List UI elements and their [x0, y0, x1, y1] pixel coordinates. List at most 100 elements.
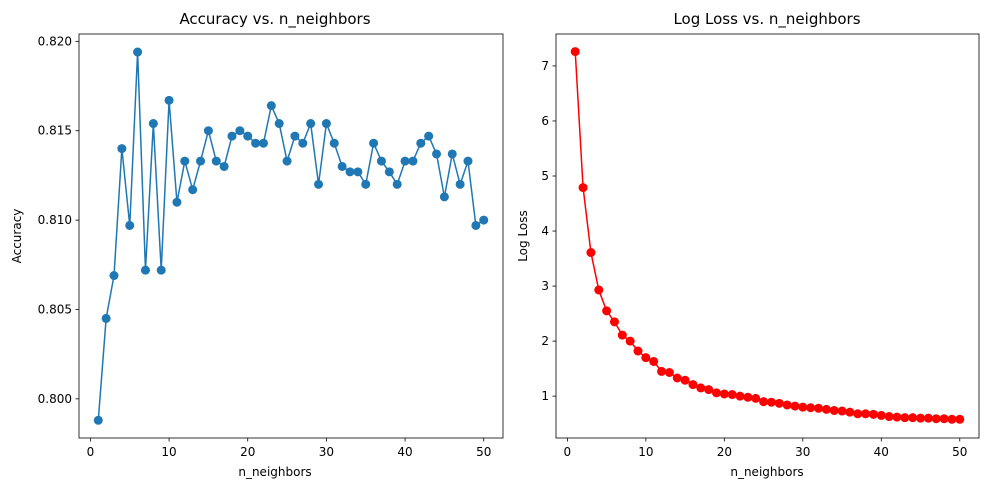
accuracy-data-point — [274, 119, 284, 129]
log-loss-data-point — [829, 405, 839, 415]
log-loss-ticks: 0 10 20 30 40 50 1 2 3 4 5 6 7 — [541, 59, 967, 459]
log-loss-data-point — [939, 414, 949, 424]
accuracy-y-tick-label: 0.810 — [38, 213, 72, 227]
accuracy-data-point — [392, 179, 402, 189]
log-loss-plot-area — [570, 47, 965, 424]
accuracy-data-point — [101, 313, 111, 323]
accuracy-data-point — [416, 138, 426, 148]
accuracy-x-axis-label: n_neighbors — [238, 465, 311, 479]
accuracy-data-point — [251, 138, 261, 148]
log-loss-data-point — [806, 403, 816, 413]
log-loss-x-tick-label: 0 — [564, 445, 572, 459]
accuracy-data-point — [290, 131, 300, 141]
accuracy-data-point — [235, 126, 245, 136]
log-loss-data-point — [719, 389, 729, 399]
log-loss-data-point — [837, 406, 847, 416]
accuracy-plot-area — [93, 47, 489, 425]
log-loss-data-point — [908, 413, 918, 423]
log-loss-data-point — [704, 385, 714, 395]
accuracy-y-tick-label: 0.820 — [38, 34, 72, 48]
accuracy-data-point — [109, 271, 119, 281]
log-loss-data-point — [664, 368, 674, 378]
log-loss-data-point — [641, 353, 651, 363]
log-loss-chart-title: Log Loss vs. n_neighbors — [673, 10, 860, 29]
accuracy-data-point — [133, 47, 143, 57]
log-loss-data-point — [609, 317, 619, 327]
log-loss-y-axis-label: Log Loss — [516, 210, 530, 262]
accuracy-data-point — [463, 156, 473, 166]
accuracy-data-point — [479, 215, 489, 225]
accuracy-x-tick-label: 40 — [397, 445, 412, 459]
log-loss-data-point — [657, 366, 667, 376]
accuracy-ticks: 0 10 20 30 40 50 0.800 0.805 0.810 0.815 0.820 — [38, 34, 492, 459]
accuracy-data-point — [148, 119, 158, 129]
accuracy-x-tick-label: 10 — [161, 445, 176, 459]
log-loss-y-tick-label: 4 — [541, 224, 549, 238]
accuracy-x-tick-label: 50 — [476, 445, 491, 459]
accuracy-x-tick-label: 30 — [319, 445, 334, 459]
accuracy-data-point — [314, 179, 324, 189]
log-loss-data-point — [711, 388, 721, 398]
log-loss-data-point — [916, 413, 926, 423]
log-loss-data-point — [570, 47, 580, 57]
accuracy-data-point — [196, 156, 206, 166]
accuracy-data-point — [117, 144, 127, 154]
accuracy-y-tick-label: 0.800 — [38, 392, 72, 406]
accuracy-axes-frame — [78, 33, 504, 439]
log-loss-data-point — [798, 402, 808, 412]
accuracy-data-point — [337, 161, 347, 171]
accuracy-chart: Accuracy vs. n_neighbors n_neighbors Acc… — [10, 10, 504, 479]
accuracy-data-point — [164, 95, 174, 105]
accuracy-data-point — [447, 149, 457, 159]
log-loss-data-point — [602, 306, 612, 316]
accuracy-data-point — [439, 192, 449, 202]
log-loss-data-point — [743, 392, 753, 402]
log-loss-data-point — [876, 410, 886, 420]
log-loss-data-point — [735, 391, 745, 401]
log-loss-data-point — [947, 414, 957, 424]
log-loss-data-point — [884, 412, 894, 422]
log-loss-data-point — [845, 407, 855, 417]
log-loss-y-tick-label: 6 — [541, 114, 549, 128]
accuracy-data-point — [408, 156, 418, 166]
log-loss-data-point — [586, 248, 596, 258]
accuracy-y-axis-label: Accuracy — [10, 209, 24, 264]
accuracy-y-tick-label: 0.815 — [38, 124, 72, 138]
log-loss-data-point — [696, 383, 706, 393]
log-loss-data-point — [790, 401, 800, 411]
accuracy-data-point — [306, 119, 316, 129]
accuracy-data-point — [172, 197, 182, 207]
accuracy-data-point — [203, 126, 213, 136]
accuracy-data-point — [455, 179, 465, 189]
log-loss-x-axis-label: n_neighbors — [730, 465, 803, 479]
accuracy-data-point — [282, 156, 292, 166]
accuracy-data-point — [353, 167, 363, 177]
accuracy-data-point — [156, 265, 166, 275]
accuracy-data-point — [211, 156, 221, 166]
log-loss-y-tick-label: 2 — [541, 334, 549, 348]
accuracy-data-point — [266, 101, 276, 111]
accuracy-data-point — [258, 138, 268, 148]
log-loss-data-point — [759, 397, 769, 407]
accuracy-data-point — [471, 220, 481, 230]
accuracy-data-point — [93, 415, 103, 425]
accuracy-data-point — [219, 161, 229, 171]
accuracy-data-point — [140, 265, 150, 275]
log-loss-data-point — [853, 409, 863, 419]
log-loss-data-point — [900, 413, 910, 423]
log-loss-x-tick-label: 20 — [717, 445, 732, 459]
log-loss-chart: Log Loss vs. n_neighbors n_neighbors Log… — [516, 10, 980, 479]
log-loss-data-point — [861, 409, 871, 419]
log-loss-x-tick-label: 40 — [874, 445, 889, 459]
log-loss-x-tick-label: 10 — [638, 445, 653, 459]
log-loss-axes-frame — [555, 33, 980, 439]
log-loss-data-point — [814, 403, 824, 413]
accuracy-data-point — [329, 138, 339, 148]
log-loss-data-point — [955, 414, 965, 424]
log-loss-data-point — [727, 390, 737, 400]
accuracy-data-point — [424, 131, 434, 141]
log-loss-data-point — [672, 373, 682, 383]
log-loss-y-tick-label: 5 — [541, 169, 549, 183]
